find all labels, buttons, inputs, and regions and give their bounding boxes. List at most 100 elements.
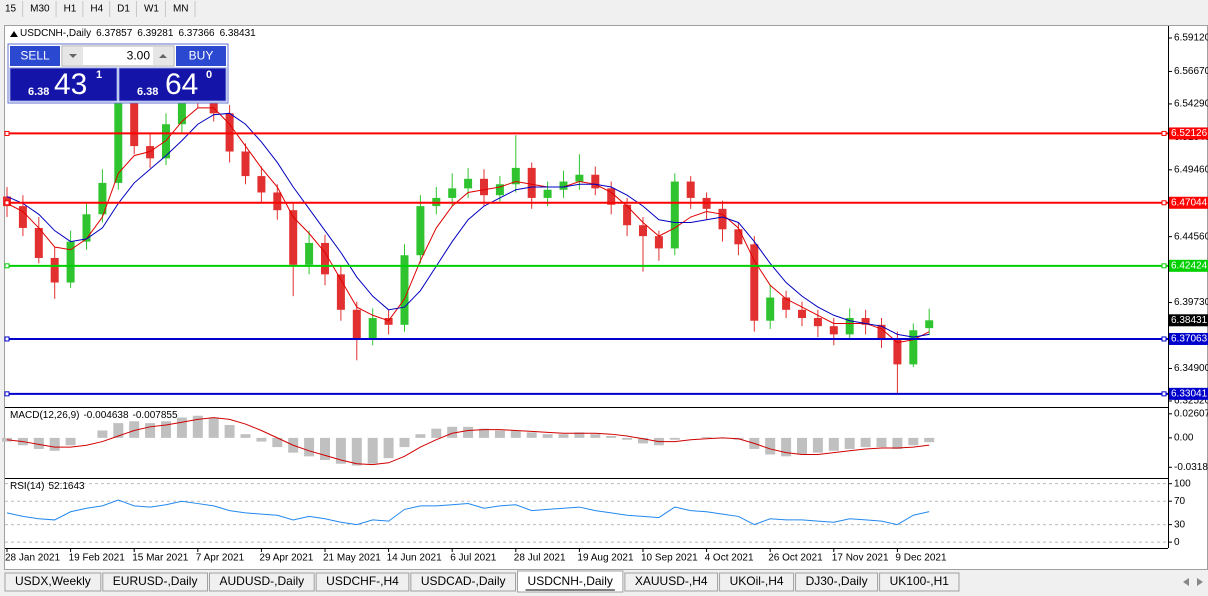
candle-body	[416, 206, 425, 256]
macd-bar	[256, 437, 267, 442]
macd-bar	[383, 437, 394, 459]
timeframe-button[interactable]: D1	[112, 0, 135, 18]
timeframe-button[interactable]: W1	[138, 0, 164, 18]
x-tick-label: 6 Jul 2021	[450, 553, 497, 564]
timeframe-label: W1	[144, 4, 159, 15]
x-tick-label: 19 Aug 2021	[577, 553, 634, 564]
panel-header: USDCNH-,Daily 6.37857 6.39281 6.37366 6.3843…	[20, 28, 256, 39]
chart-tab[interactable]: EURUSD-,Daily	[102, 572, 208, 592]
collapse-icon[interactable]	[10, 31, 18, 37]
candle-body	[384, 317, 393, 325]
macd-bar	[606, 436, 617, 438]
button-face	[25, 0, 55, 18]
level-price-box	[1169, 196, 1208, 209]
level-handle	[1161, 200, 1167, 206]
tab-label: XAUUSD-,H4	[635, 574, 708, 588]
candle-body	[845, 317, 854, 335]
level-handle	[4, 200, 10, 206]
candle-body	[766, 297, 775, 321]
level-price: 6.47044	[1171, 197, 1208, 208]
candle-body	[146, 146, 155, 159]
chart-tab[interactable]: DJ30-,Daily	[795, 572, 879, 592]
macd-bar	[908, 437, 919, 446]
x-tick-label: 10 Sep 2021	[641, 553, 698, 564]
chart-tab[interactable]: USDX,Weekly	[4, 572, 102, 592]
timeframe-button[interactable]: H1	[58, 0, 82, 18]
macd-bar	[320, 437, 330, 461]
last-price: 6.38431	[1171, 315, 1208, 326]
candle-body	[321, 242, 329, 275]
candle-body	[925, 320, 934, 329]
timeframe-label: MN	[173, 4, 189, 15]
tab-face	[208, 572, 315, 592]
candle-body	[273, 192, 282, 211]
level-price-box	[1169, 259, 1208, 272]
y-tick-label: 6.59120	[1174, 33, 1208, 44]
candle-body	[257, 176, 266, 193]
chart-tab[interactable]: UKOil-,H4	[719, 572, 795, 592]
header-value: RSI(14)	[10, 481, 44, 492]
chart-tab[interactable]: USDCNH-,Daily	[517, 570, 624, 593]
candle-body	[813, 317, 822, 327]
tab-label: UK100-,H1	[890, 574, 950, 588]
timeframe-button[interactable]: M30	[25, 0, 55, 18]
macd-bar	[304, 437, 315, 457]
candle-body	[670, 181, 679, 249]
button-face	[112, 0, 135, 18]
candle-body	[305, 242, 314, 265]
tab-scroll-right[interactable]	[1197, 578, 1203, 586]
moving-average	[6, 112, 930, 338]
chart-tab[interactable]: USDCHF-,H4	[315, 572, 410, 592]
macd-bar	[669, 437, 680, 440]
header-value: -0.007855	[133, 410, 178, 421]
timeframe-button[interactable]: MN	[167, 0, 194, 18]
lot-value: 3.00	[127, 49, 151, 63]
button-face	[138, 0, 164, 18]
candle-body	[448, 188, 457, 198]
macd-bar	[161, 421, 171, 438]
ask-small: 0	[206, 69, 212, 81]
candle-body	[654, 236, 663, 249]
bid-box[interactable]	[9, 67, 118, 102]
buy-button[interactable]	[176, 46, 226, 66]
y-tick-label: 6.49460	[1174, 164, 1208, 175]
candle-body	[495, 184, 504, 196]
sell-button[interactable]	[10, 46, 60, 66]
level-price: 6.33041	[1171, 388, 1208, 399]
timeframe-button[interactable]: 15	[0, 0, 22, 18]
candle-body	[162, 124, 170, 159]
x-tick-label: 17 Nov 2021	[832, 553, 889, 564]
y-tick-label: 6.54290	[1174, 99, 1208, 110]
candle-body	[98, 182, 107, 215]
tab-face	[624, 572, 719, 592]
rsi-line	[6, 499, 930, 526]
chart-tab[interactable]: AUDUSD-,Daily	[208, 572, 315, 592]
x-tick-label: 14 Jun 2021	[387, 553, 442, 564]
candle-body	[34, 227, 43, 258]
panel-header: RSI(14) 52.1643	[10, 481, 85, 492]
x-tick-label: 19 Feb 2021	[69, 553, 126, 564]
lot-field[interactable]	[61, 45, 175, 67]
candle-body	[591, 174, 600, 189]
candle-body	[607, 188, 616, 205]
macd-bar	[876, 437, 887, 448]
y-tick-label: 6.56670	[1174, 66, 1208, 77]
x-tick-label: 4 Oct 2021	[705, 553, 754, 564]
tab-label: UKOil-,H4	[730, 574, 784, 588]
y-tick-label: 6.32520	[1174, 396, 1208, 407]
ask-box[interactable]	[118, 67, 227, 102]
macd-bar	[526, 432, 537, 438]
timeframe-label: H4	[90, 4, 103, 15]
chart-tab[interactable]: USDCAD-,Daily	[410, 572, 517, 592]
moving-average	[6, 107, 930, 344]
candle-body	[861, 317, 870, 325]
macd-bar	[399, 437, 410, 448]
chart-tab[interactable]: XAUUSD-,H4	[624, 572, 719, 592]
x-tick-label: 21 May 2021	[323, 553, 381, 564]
tab-scroll-left[interactable]	[1183, 578, 1189, 586]
y-tick-label: 30	[1174, 519, 1186, 530]
candle-body	[623, 204, 632, 226]
button-face	[58, 0, 82, 18]
chart-tab[interactable]: UK100-,H1	[879, 572, 960, 592]
timeframe-button[interactable]: H4	[85, 0, 109, 18]
